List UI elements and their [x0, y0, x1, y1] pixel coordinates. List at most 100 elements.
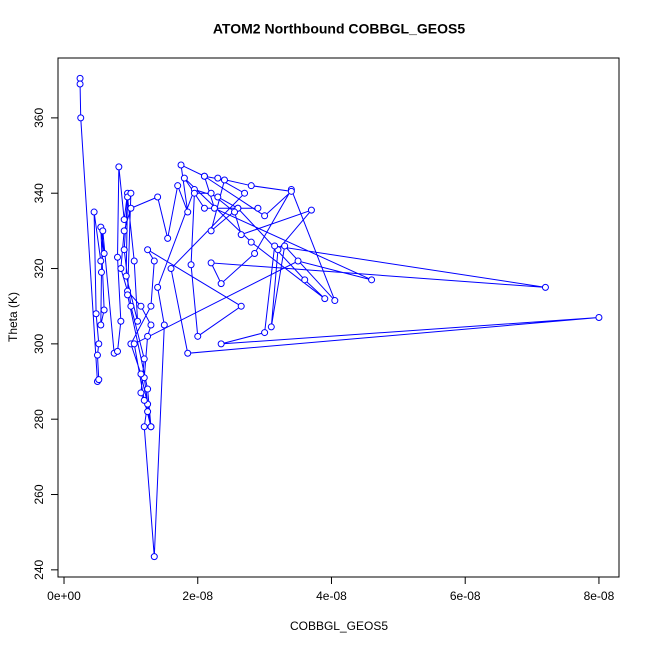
data-point — [150, 553, 158, 561]
data-point — [301, 276, 309, 284]
data-point — [231, 208, 239, 216]
data-point — [217, 340, 225, 348]
data-point — [214, 174, 222, 182]
data-point — [144, 408, 152, 416]
data-point — [180, 174, 188, 182]
data-point — [137, 370, 145, 378]
x-tick-label: 6e-08 — [450, 589, 481, 603]
data-point — [100, 249, 108, 257]
data-point — [210, 204, 218, 212]
data-point — [130, 257, 138, 265]
data-point — [241, 189, 249, 197]
data-point — [281, 242, 289, 250]
data-point — [120, 227, 128, 235]
data-point — [247, 238, 255, 246]
data-point — [160, 321, 168, 329]
data-point — [99, 227, 107, 235]
data-point — [122, 272, 130, 280]
data-point — [95, 376, 103, 384]
data-point — [237, 302, 245, 310]
data-point — [271, 242, 279, 250]
data-point — [130, 340, 138, 348]
data-point — [120, 246, 128, 254]
data-point — [140, 396, 148, 404]
data-point — [115, 163, 123, 171]
data-point — [261, 329, 269, 337]
data-point — [137, 302, 145, 310]
data-point — [90, 208, 98, 216]
data-point — [368, 276, 376, 284]
y-tick-label: 240 — [32, 560, 46, 580]
data-point — [194, 332, 202, 340]
data-point — [237, 231, 245, 239]
data-point — [595, 314, 603, 321]
data-point — [95, 340, 103, 348]
y-tick-label: 300 — [32, 334, 46, 354]
x-tick-label: 0e+00 — [47, 589, 81, 603]
data-point — [190, 189, 198, 197]
data-point — [147, 302, 155, 310]
data-point — [147, 321, 155, 329]
data-point — [177, 161, 185, 169]
data-point — [147, 423, 155, 431]
data-point — [134, 317, 142, 325]
data-point — [184, 349, 192, 357]
data-point — [97, 268, 105, 276]
data-point — [100, 306, 108, 314]
data-point — [251, 249, 259, 257]
data-point — [200, 204, 208, 212]
data-point — [127, 204, 135, 212]
data-point — [117, 317, 125, 325]
y-tick-label: 260 — [32, 484, 46, 504]
data-point — [120, 216, 128, 224]
data-point — [541, 283, 549, 291]
data-point — [200, 172, 208, 180]
data-point — [307, 206, 315, 214]
data-point — [140, 423, 148, 431]
data-point — [184, 208, 192, 216]
data-point — [254, 204, 262, 212]
y-tick-label: 340 — [32, 183, 46, 203]
data-point — [144, 332, 152, 340]
chart-title: ATOM2 Northbound COBBGL_GEOS5 — [213, 21, 465, 37]
data-point — [144, 385, 152, 393]
y-axis-label: Theta (K) — [6, 292, 20, 342]
data-point — [114, 347, 122, 355]
x-axis-label: COBBGL_GEOS5 — [290, 619, 388, 633]
data-point — [76, 74, 84, 82]
x-tick-label: 2e-08 — [182, 589, 213, 603]
data-point — [294, 257, 302, 265]
data-point — [150, 257, 158, 265]
data-point — [76, 80, 84, 88]
x-tick-label: 8e-08 — [584, 589, 615, 603]
data-point — [321, 295, 329, 303]
data-point — [220, 176, 228, 184]
data-point — [207, 259, 215, 267]
data-point — [127, 189, 135, 197]
x-tick-label: 4e-08 — [316, 589, 347, 603]
data-point — [247, 182, 255, 190]
y-tick-label: 320 — [32, 258, 46, 278]
data-point — [331, 297, 339, 305]
data-point — [97, 257, 105, 265]
plot-frame — [57, 57, 620, 578]
data-point — [187, 261, 195, 269]
data-point — [217, 280, 225, 288]
data-point — [124, 291, 132, 299]
data-point — [127, 302, 135, 310]
data-point — [207, 189, 215, 197]
data-point — [267, 323, 275, 331]
data-point — [140, 355, 148, 363]
data-point — [144, 246, 152, 254]
data-point — [117, 265, 125, 273]
data-point — [97, 321, 105, 329]
data-point — [174, 182, 182, 190]
data-point — [261, 212, 269, 220]
data-point — [137, 389, 145, 397]
data-point — [167, 265, 175, 273]
data-point — [114, 253, 122, 261]
data-point — [93, 351, 101, 359]
